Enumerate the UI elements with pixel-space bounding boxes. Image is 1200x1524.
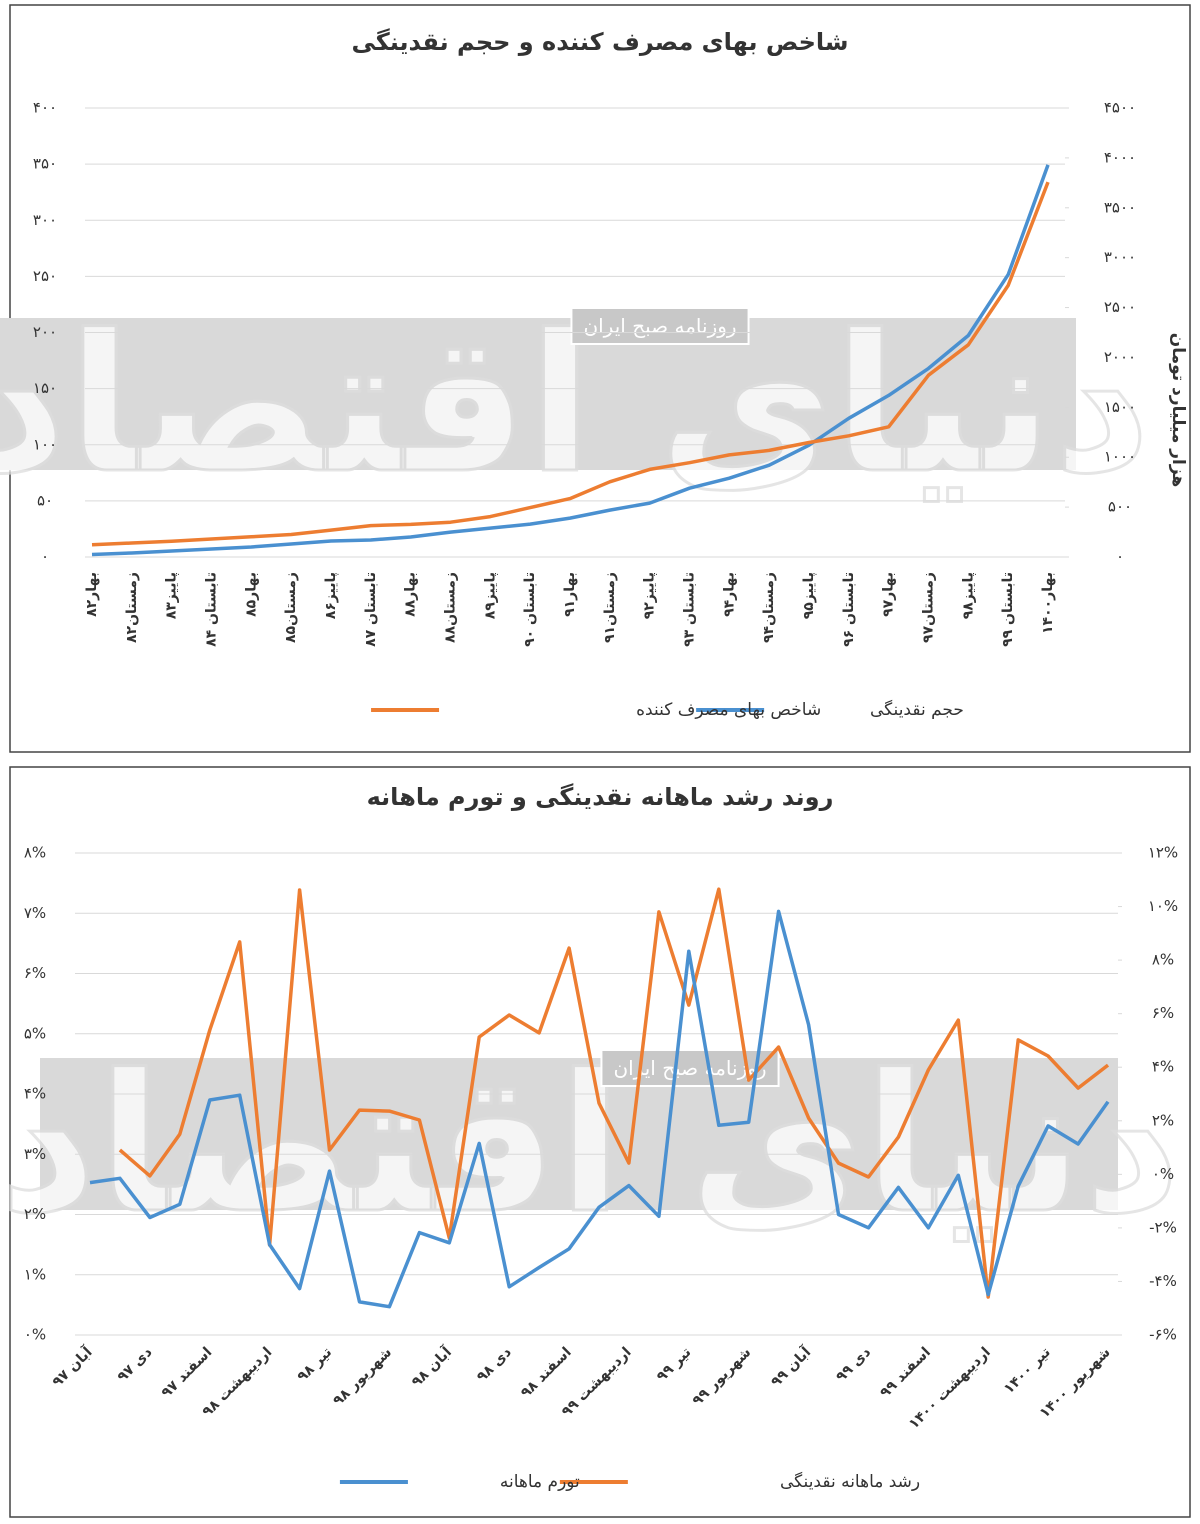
y-tick-label: ۱% <box>24 1265 46 1283</box>
x-tick-label: زمستان۹۱ <box>602 572 618 643</box>
y2-tick-label: -۶% <box>1149 1326 1177 1344</box>
x-tick-label: بهار۸۲ <box>84 572 100 617</box>
y-tick-label: ۰% <box>24 1326 46 1344</box>
y-tick-label: ۶% <box>24 964 46 982</box>
x-tick-label: تابستان ۹۰ <box>522 572 538 647</box>
chart-title: شاخص بهای مصرف کننده و حجم نقدینگی <box>351 28 848 56</box>
y2-tick-label: ۰% <box>1152 1165 1174 1183</box>
y2-tick-label: -۴% <box>1149 1272 1177 1290</box>
x-tick-label: زمستان۹۴ <box>761 572 777 643</box>
y2-tick-label: ۰ <box>1116 548 1124 566</box>
x-tick-label: تابستان ۹۳ <box>682 572 698 647</box>
legend-label: رشد ماهانه نقدینگی <box>780 1471 920 1492</box>
y-tick-label: ۲% <box>24 1205 46 1223</box>
x-tick-label: بهار۹۴ <box>721 572 737 617</box>
y-tick-label: ۸% <box>24 844 46 862</box>
y2-tick-label: ۳۵۰۰ <box>1104 198 1136 216</box>
x-tick-label: زمستان۸۲ <box>124 572 140 643</box>
x-tick-label: تابستان ۹۹ <box>1000 572 1016 647</box>
y2-tick-label: ۳۰۰۰ <box>1104 248 1136 266</box>
x-tick-label: پاییز۹۲ <box>642 572 658 619</box>
y-tick-label: ۴۰۰ <box>33 99 57 117</box>
x-tick-label: پاییز۸۶ <box>323 572 339 619</box>
x-tick-label: تابستان ۸۷ <box>363 572 379 647</box>
y-tick-label: ۳% <box>24 1145 46 1163</box>
x-tick-label: بهار۸۵ <box>243 572 259 617</box>
legend-label: شاخص بهای مصرف کننده <box>636 700 821 720</box>
y-tick-label: ۱۰۰ <box>33 435 57 453</box>
series-line <box>91 164 1050 557</box>
y2-tick-label: ۱۲% <box>1148 844 1178 862</box>
y-tick-label: ۵۰ <box>37 491 53 509</box>
x-tick-label: بهار۹۷ <box>881 572 897 617</box>
x-tick-label: بهار۹۱ <box>562 572 578 617</box>
y-tick-label: ۱۵۰ <box>33 379 57 397</box>
y2-tick-label: -۲% <box>1149 1218 1177 1236</box>
y2-tick-label: ۱۰% <box>1148 897 1178 915</box>
series-line <box>89 909 1110 1309</box>
x-tick-label: بهار۱۴۰۰ <box>1040 572 1056 634</box>
y-tick-label: ۷% <box>24 904 46 922</box>
y2-axis-title: هزار میلیارد تومان <box>1168 333 1188 488</box>
legend-label: حجم نقدینگی <box>870 699 964 720</box>
watermark-sub: روزنامه صبح ایران <box>613 1056 766 1080</box>
y-tick-label: ۲۰۰ <box>33 323 57 341</box>
x-tick-label: پاییز۸۹ <box>482 572 498 619</box>
y2-tick-label: ۲۵۰۰ <box>1104 298 1136 316</box>
y2-tick-label: ۴۰۰۰ <box>1104 148 1136 166</box>
y2-tick-label: ۲% <box>1152 1111 1174 1129</box>
x-tick-label: تابستان ۹۶ <box>841 572 857 647</box>
watermark-band <box>40 1058 1118 1210</box>
x-tick-label: زمستان۹۷ <box>921 572 937 643</box>
legend-label: تورم ماهانه <box>500 1472 580 1492</box>
y2-tick-label: ۸% <box>1152 951 1174 969</box>
x-tick-label: بهار۸۸ <box>403 572 419 617</box>
x-tick-label: پاییز۹۸ <box>960 572 976 619</box>
y-tick-label: ۵% <box>24 1024 46 1042</box>
y2-tick-label: ۱۰۰۰ <box>1104 448 1136 466</box>
y2-tick-label: ۵۰۰ <box>1108 498 1132 516</box>
y2-tick-label: ۱۵۰۰ <box>1104 398 1136 416</box>
y2-tick-label: ۴% <box>1152 1058 1174 1076</box>
y-tick-label: ۰ <box>41 548 49 566</box>
series-line <box>118 887 1110 1299</box>
y-tick-label: ۲۵۰ <box>33 267 57 285</box>
x-tick-label: پاییز۸۳ <box>164 572 180 619</box>
y-tick-label: ۴% <box>24 1085 46 1103</box>
chart-title: روند رشد ماهانه نقدینگی و تورم ماهانه <box>367 783 834 811</box>
y-tick-label: ۳۰۰ <box>33 211 57 229</box>
series-line <box>91 181 1050 547</box>
y2-tick-label: ۶% <box>1152 1004 1174 1022</box>
watermark-sub-box <box>570 307 750 345</box>
watermark-sub: روزنامه صبح ایران <box>583 314 736 338</box>
x-tick-label: زمستان۸۵ <box>283 572 299 643</box>
y-tick-label: ۳۵۰ <box>33 155 57 173</box>
y2-tick-label: ۲۰۰۰ <box>1104 348 1136 366</box>
x-tick-label: پاییز۹۵ <box>801 572 817 619</box>
x-tick-label: تابستان ۸۴ <box>204 572 220 647</box>
y2-tick-label: ۴۵۰۰ <box>1104 99 1136 117</box>
x-tick-label: زمستان۸۸ <box>443 572 459 643</box>
